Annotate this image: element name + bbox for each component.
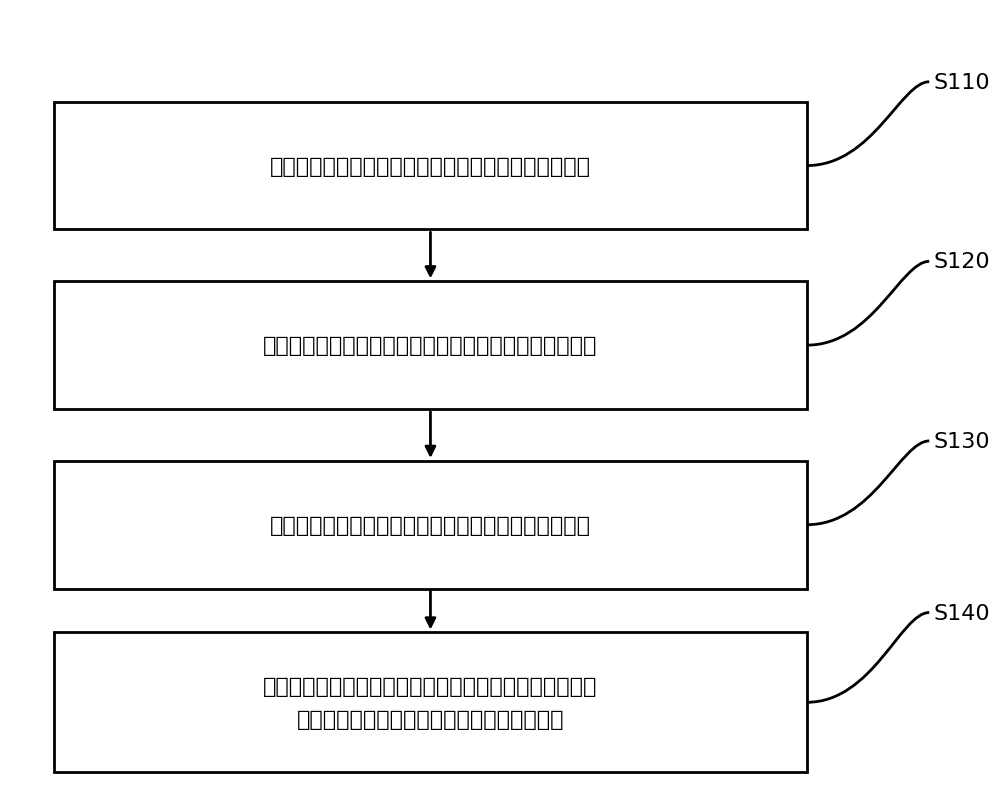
Text: S120: S120	[934, 252, 991, 272]
FancyBboxPatch shape	[54, 102, 807, 230]
Text: S140: S140	[934, 603, 991, 623]
Text: 识别目标端口间电路网络中的元器件及其电路连接关系: 识别目标端口间电路网络中的元器件及其电路连接关系	[270, 157, 591, 176]
FancyBboxPatch shape	[54, 461, 807, 589]
Text: 求解前述的矩阵方程，根据前述的节点电压值及前述的电
流值计算电路网络中目标端口之间的等效电阻: 求解前述的矩阵方程，根据前述的节点电压值及前述的电 流值计算电路网络中目标端口之…	[263, 676, 598, 729]
Text: 根据前述的电路连接关系建立该电路网络的连通电路模型: 根据前述的电路连接关系建立该电路网络的连通电路模型	[263, 336, 598, 356]
FancyBboxPatch shape	[54, 282, 807, 410]
FancyBboxPatch shape	[54, 633, 807, 772]
Text: S130: S130	[934, 431, 991, 452]
Text: S110: S110	[934, 73, 991, 92]
Text: 根据前述的连通电路模型建立关联电性参数的矩阵方程: 根据前述的连通电路模型建立关联电性参数的矩阵方程	[270, 515, 591, 535]
